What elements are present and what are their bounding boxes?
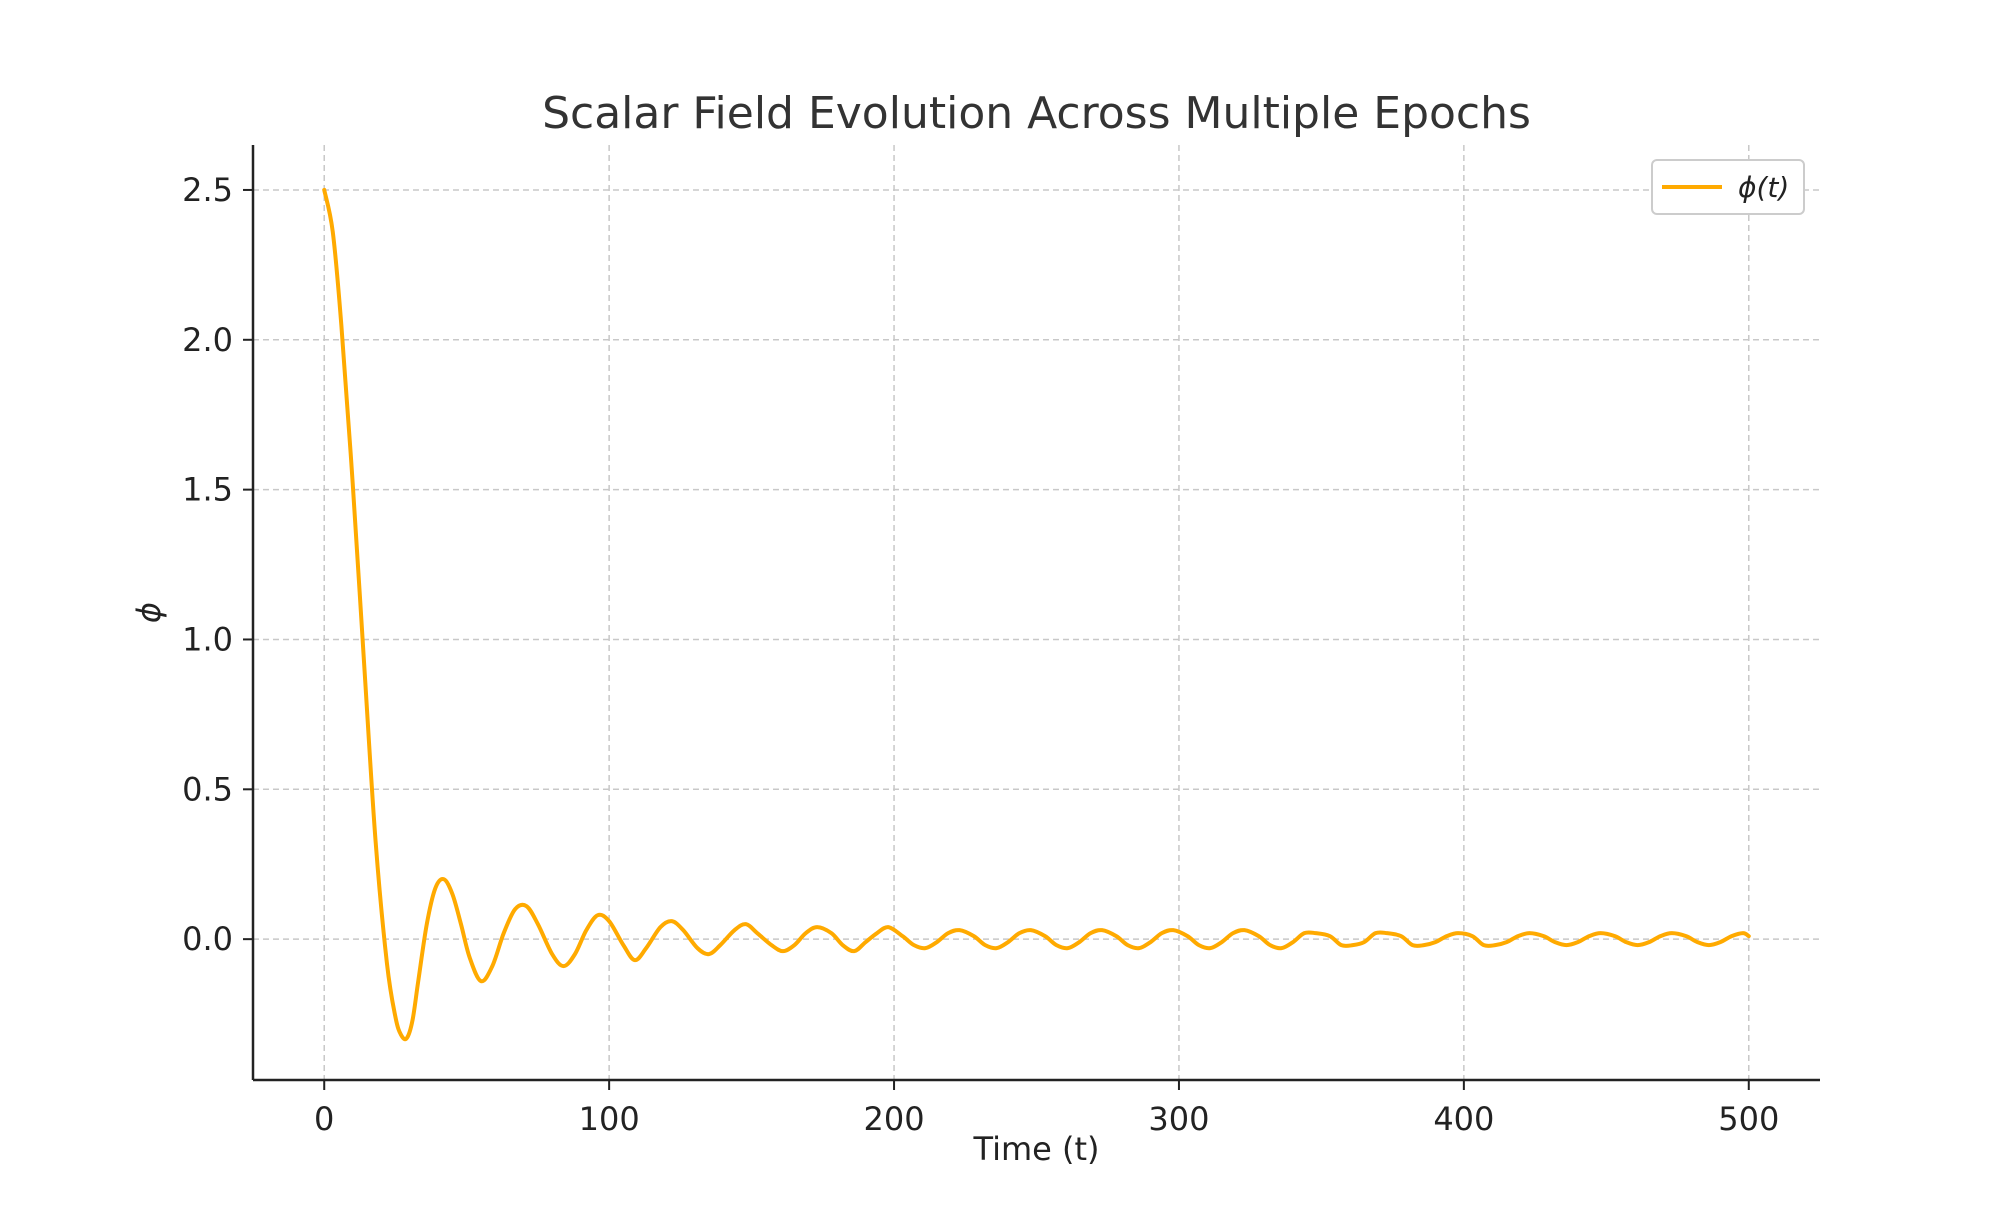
axes-layer: 0 100 200 300 400 500 0.0 0.5 1.0 1.5 2.0 2.5: [182, 145, 1820, 1138]
grid-layer: [253, 145, 1820, 1080]
legend: ϕ(t): [1651, 159, 1805, 215]
y-tick-label: 0.0: [182, 920, 233, 958]
legend-box: [1651, 159, 1805, 215]
chart-title: Scalar Field Evolution Across Multiple E…: [542, 88, 1531, 139]
y-tick-label: 0.5: [182, 770, 233, 808]
series-layer: [322, 187, 1751, 1042]
x-tick-label: 100: [579, 1100, 640, 1138]
y-axis-label: ϕ: [130, 602, 168, 623]
x-tick-label: 200: [864, 1100, 925, 1138]
x-axis-label: Time (t): [973, 1130, 1100, 1168]
y-tick-label: 2.0: [182, 321, 233, 359]
x-tick-label: 0: [314, 1100, 334, 1138]
x-tick-label: 400: [1433, 1100, 1494, 1138]
y-tick-label: 2.5: [182, 171, 233, 209]
y-tick-label: 1.5: [182, 471, 233, 509]
y-tick-label: 1.0: [182, 620, 233, 658]
x-tick-label: 500: [1718, 1100, 1779, 1138]
series-line-phi: [322, 187, 1751, 1042]
legend-label-phi: ϕ(t): [1738, 171, 1789, 204]
x-tick-label: 300: [1148, 1100, 1209, 1138]
